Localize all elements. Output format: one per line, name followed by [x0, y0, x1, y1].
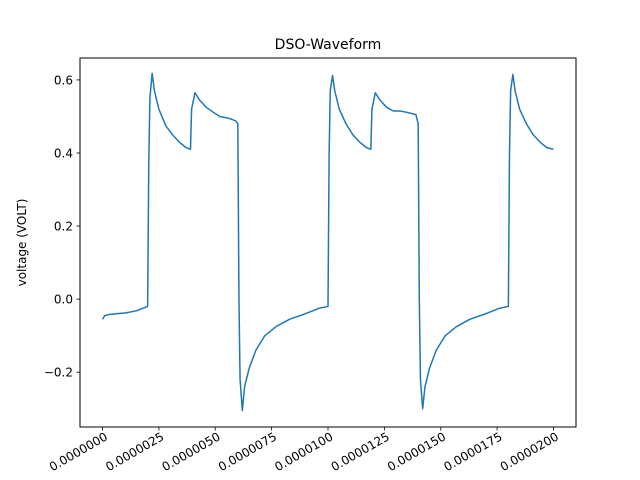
- series-line-0: [101, 72, 554, 412]
- y-tick-label: 0.2: [54, 220, 73, 234]
- y-tick-label: 0.6: [54, 73, 73, 87]
- y-tick-label: 0.0: [54, 293, 73, 307]
- y-tick-label: 0.4: [54, 146, 73, 160]
- y-axis-label: voltage (VOLT): [15, 199, 29, 287]
- y-tick-label: −0.2: [44, 366, 73, 380]
- plot-area: [101, 72, 554, 412]
- chart-title: DSO-Waveform: [275, 37, 382, 53]
- y-axis: −0.2 0.0 0.2 0.4 0.6: [44, 73, 80, 380]
